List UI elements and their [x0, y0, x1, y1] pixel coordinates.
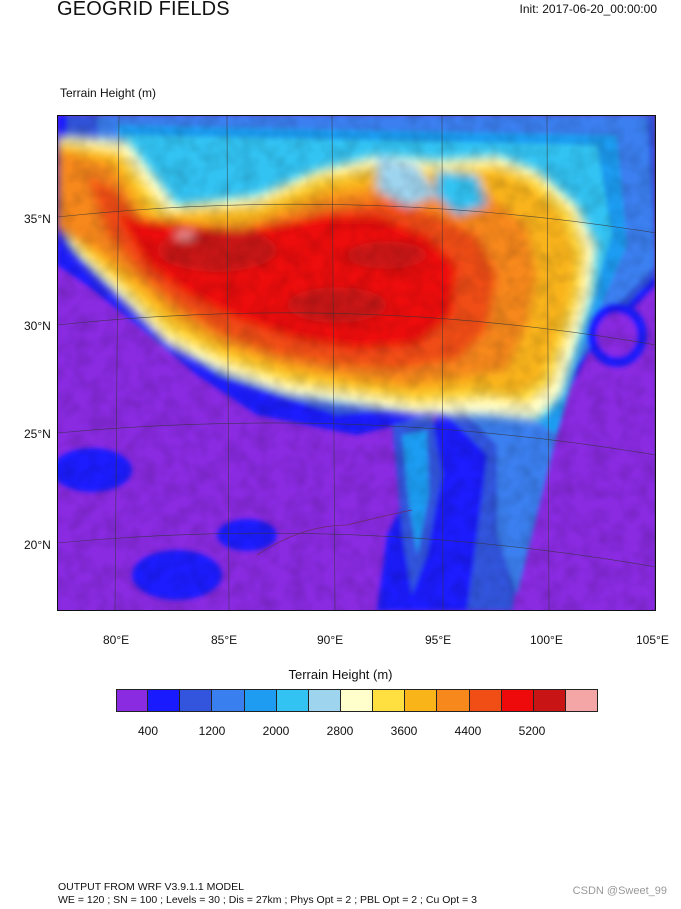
lat-label-30n: 30°N: [24, 319, 51, 333]
map-frame: [57, 115, 656, 611]
colorbar-segment: [565, 689, 598, 711]
colorbar-segment: [533, 689, 566, 711]
lon-label-105e: 105°E: [636, 633, 669, 647]
colorbar-segment: [148, 689, 181, 711]
lat-label-25n: 25°N: [24, 427, 51, 441]
colorbar: [116, 689, 598, 711]
footer-params: WE = 120 ; SN = 100 ; Levels = 30 ; Dis …: [58, 894, 477, 906]
colorbar-label-3600: 3600: [390, 724, 418, 738]
colorbar-segment: [308, 689, 341, 711]
colorbar-segment: [340, 689, 374, 711]
lon-label-80e: 80°E: [103, 633, 130, 647]
colorbar-label-1200: 1200: [198, 724, 226, 738]
watermark: CSDN @Sweet_99: [572, 885, 667, 897]
colorbar-segment: [469, 689, 502, 711]
lat-label-35n: 35°N: [24, 212, 51, 226]
colorbar-segment: [437, 689, 470, 711]
lat-label-20n: 20°N: [24, 538, 51, 552]
colorbar-label-400: 400: [137, 724, 159, 738]
init-time: Init: 2017-06-20_00:00:00: [519, 2, 657, 16]
colorbar-segment: [501, 689, 534, 711]
lon-label-95e: 95°E: [425, 633, 452, 647]
colorbar-label-4400: 4400: [454, 724, 482, 738]
colorbar-segment: [405, 689, 438, 711]
border-line: [256, 509, 413, 556]
colorbar-label-2800: 2800: [326, 724, 354, 738]
colorbar-segment: [212, 689, 245, 711]
lon-label-100e: 100°E: [530, 633, 563, 647]
colorbar-segment: [180, 689, 213, 711]
colorbar-title: Terrain Height (m): [288, 667, 393, 682]
lon-label-90e: 90°E: [317, 633, 344, 647]
colorbar-label-2000: 2000: [262, 724, 290, 738]
lon-label-85e: 85°E: [211, 633, 238, 647]
colorbar-label-5200: 5200: [518, 724, 546, 738]
colorbar-segment: [116, 689, 149, 711]
colorbar-segment: [373, 689, 406, 711]
footer-model: OUTPUT FROM WRF V3.9.1.1 MODEL: [58, 881, 244, 893]
colorbar-segment: [244, 689, 277, 711]
field-label: Terrain Height (m): [60, 86, 157, 100]
terrain-map: [57, 115, 656, 611]
plot-title: GEOGRID FIELDS: [57, 0, 230, 20]
colorbar-segment: [276, 689, 309, 711]
